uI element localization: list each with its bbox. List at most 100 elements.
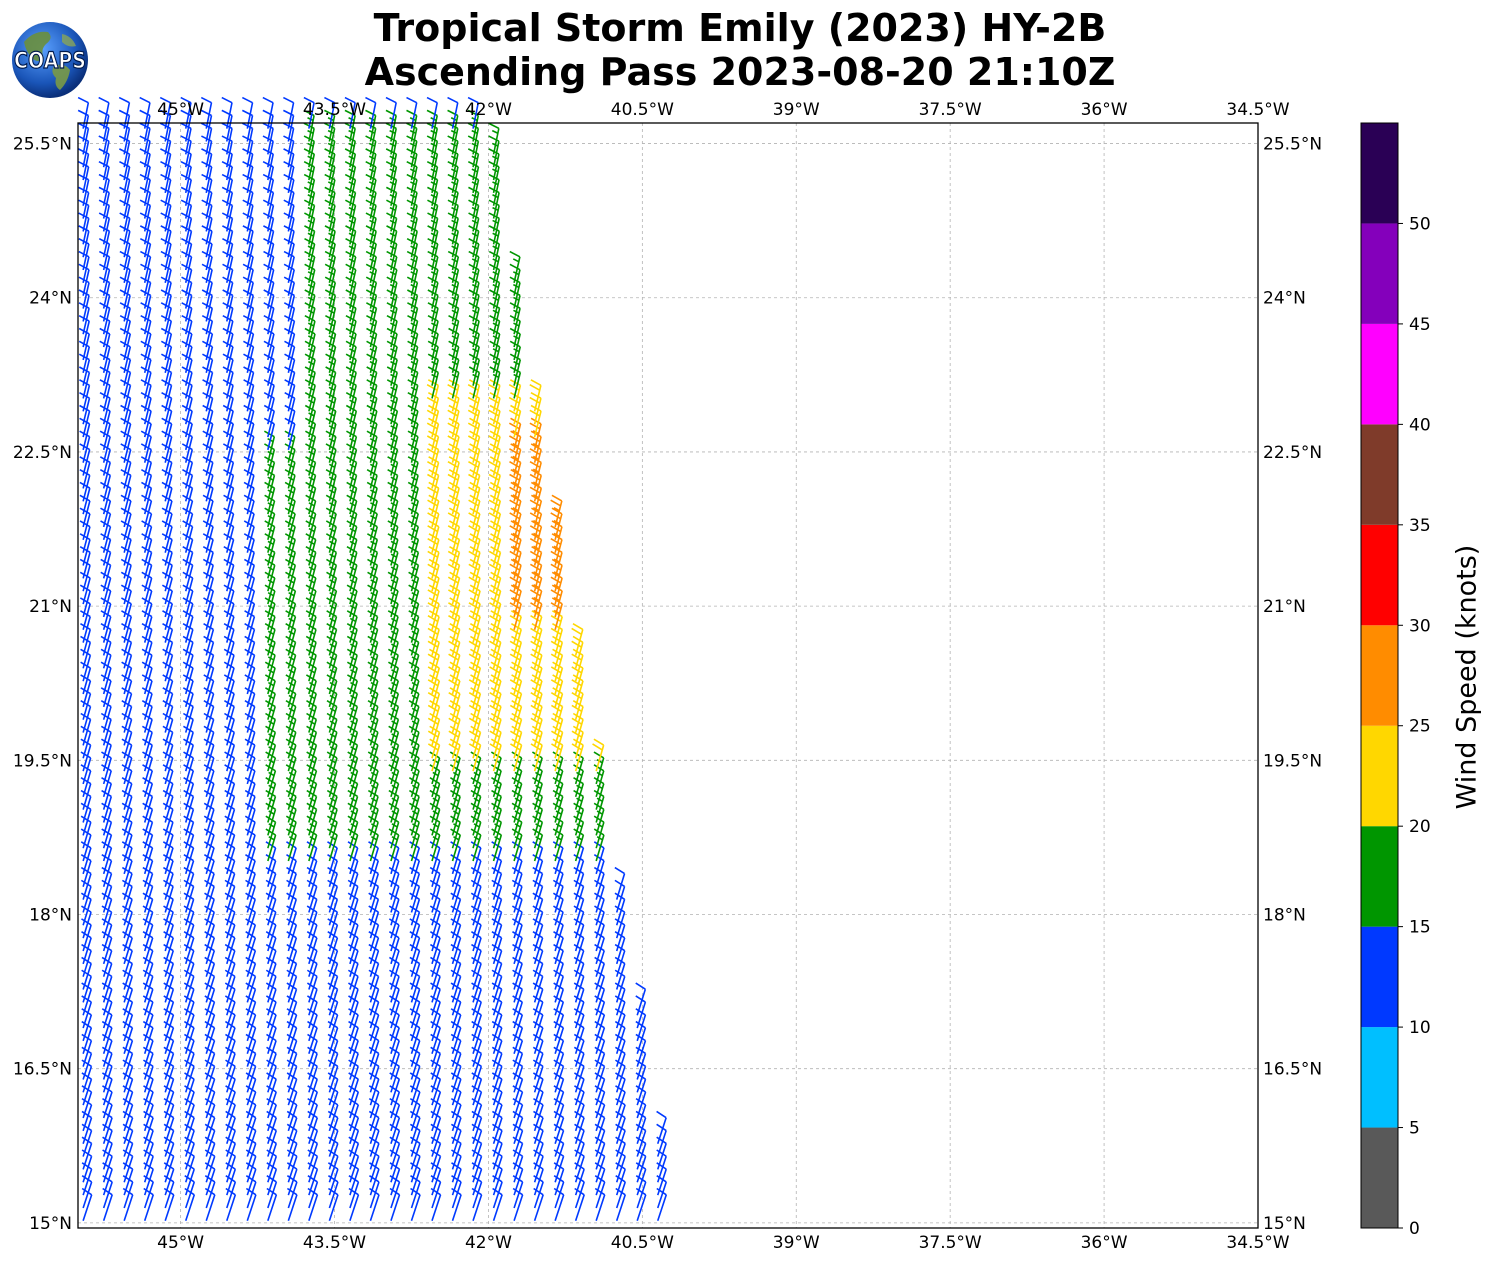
barb-staff — [308, 924, 318, 952]
wind-barb — [448, 725, 461, 759]
barb-flag-full — [163, 1020, 174, 1029]
wind-barb — [347, 879, 359, 913]
wind-barb — [512, 1149, 524, 1183]
barb-flag-full — [470, 776, 482, 785]
barb-staff — [164, 1066, 175, 1093]
barb-staff — [143, 1014, 154, 1042]
wind-barb — [184, 1136, 195, 1170]
wind-barb — [225, 1097, 236, 1132]
barb-flag-full — [265, 725, 276, 733]
barb-flag-full — [491, 879, 502, 888]
barb-flag-full — [470, 725, 481, 733]
wind-barb — [347, 956, 359, 990]
barb-flag-full — [451, 1162, 462, 1170]
wind-barb — [142, 956, 154, 990]
barb-flag-full — [163, 918, 174, 926]
wind-barb — [450, 854, 462, 887]
wind-barb — [553, 1085, 565, 1119]
barb-flag-full — [204, 995, 215, 1003]
wind-barb — [244, 802, 256, 836]
barb-staff — [349, 963, 359, 990]
wind-barb — [265, 969, 277, 1003]
barb-flag-full — [224, 776, 235, 785]
wind-barb — [306, 841, 318, 875]
barb-staff — [82, 886, 92, 913]
barb-flag-full — [430, 995, 441, 1003]
wind-barb — [552, 841, 564, 875]
barb-flag-full — [183, 982, 195, 990]
wind-barb — [142, 866, 154, 900]
barb-flag-full — [121, 802, 133, 811]
barb-staff — [287, 1143, 298, 1170]
barb-flag-full — [368, 969, 379, 978]
barb-flag-full — [615, 1072, 626, 1080]
barb-staff — [143, 1156, 154, 1183]
wind-barb — [184, 1175, 196, 1209]
barb-staff — [410, 1130, 421, 1157]
barb-staff — [226, 924, 236, 952]
barb-staff — [123, 821, 133, 849]
wind-barb — [594, 1059, 606, 1093]
barb-flag-full — [635, 995, 646, 1003]
barb-flag-full — [450, 1059, 462, 1067]
barb-staff — [431, 1053, 442, 1080]
barb-staff — [574, 873, 585, 900]
wind-barb — [327, 931, 339, 965]
wind-barb — [450, 1110, 462, 1144]
barb-flag-full — [265, 789, 276, 798]
wind-barb — [369, 1175, 380, 1209]
barb-staff — [184, 1027, 195, 1055]
barb-flag-full — [409, 918, 420, 926]
wind-barb — [512, 956, 523, 990]
barb-staff — [164, 1014, 175, 1042]
wind-barb — [532, 905, 544, 939]
wind-barb — [266, 1123, 278, 1157]
barb-staff — [390, 963, 400, 990]
barb-staff — [410, 873, 421, 900]
barb-staff — [123, 1078, 134, 1106]
barb-flag-full — [388, 725, 399, 733]
barb-flag-full — [409, 828, 420, 836]
wind-barb — [142, 789, 154, 823]
barb-flag-full — [593, 815, 605, 823]
barb-flag-full — [594, 982, 605, 990]
wind-barb — [409, 1097, 421, 1132]
barb-staff — [328, 1014, 339, 1042]
barb-flag-full — [656, 1187, 667, 1196]
barb-staff — [226, 963, 236, 990]
barb-staff — [287, 911, 298, 939]
barb-flag-full — [101, 1059, 113, 1067]
barb-flag-full — [244, 738, 256, 746]
barb-staff — [369, 1181, 380, 1209]
wind-barb — [224, 828, 236, 862]
wind-barb — [163, 1085, 175, 1119]
barb-flag-full — [327, 1033, 339, 1042]
barb-flag-full — [430, 1072, 441, 1080]
barb-flag-full — [573, 764, 584, 772]
wind-barb — [368, 1020, 380, 1055]
wind-barb — [204, 1136, 216, 1170]
barb-flag-full — [204, 1110, 216, 1119]
barb-staff — [472, 1156, 483, 1183]
barb-flag-full — [573, 943, 585, 952]
barb-staff — [390, 1168, 401, 1196]
barb-staff — [451, 1168, 462, 1196]
barb-flag-full — [468, 743, 480, 751]
wind-barb — [389, 1033, 400, 1067]
barb-staff — [554, 1130, 565, 1157]
wind-barb — [409, 905, 421, 939]
barb-flag-full — [348, 982, 359, 990]
wind-barb — [244, 828, 256, 862]
barb-staff — [595, 1181, 606, 1209]
barb-flag-full — [470, 866, 482, 875]
barb-staff — [184, 1066, 195, 1093]
barb-staff — [226, 1001, 236, 1029]
barb-flag-full — [122, 1149, 134, 1157]
barb-flag-full — [183, 879, 195, 888]
barb-staff — [308, 1194, 319, 1222]
barb-flag-full — [204, 1008, 215, 1016]
barb-flag-full — [101, 982, 113, 990]
barb-staff — [123, 757, 133, 785]
barb-staff — [164, 873, 174, 900]
barb-staff — [492, 1130, 503, 1157]
